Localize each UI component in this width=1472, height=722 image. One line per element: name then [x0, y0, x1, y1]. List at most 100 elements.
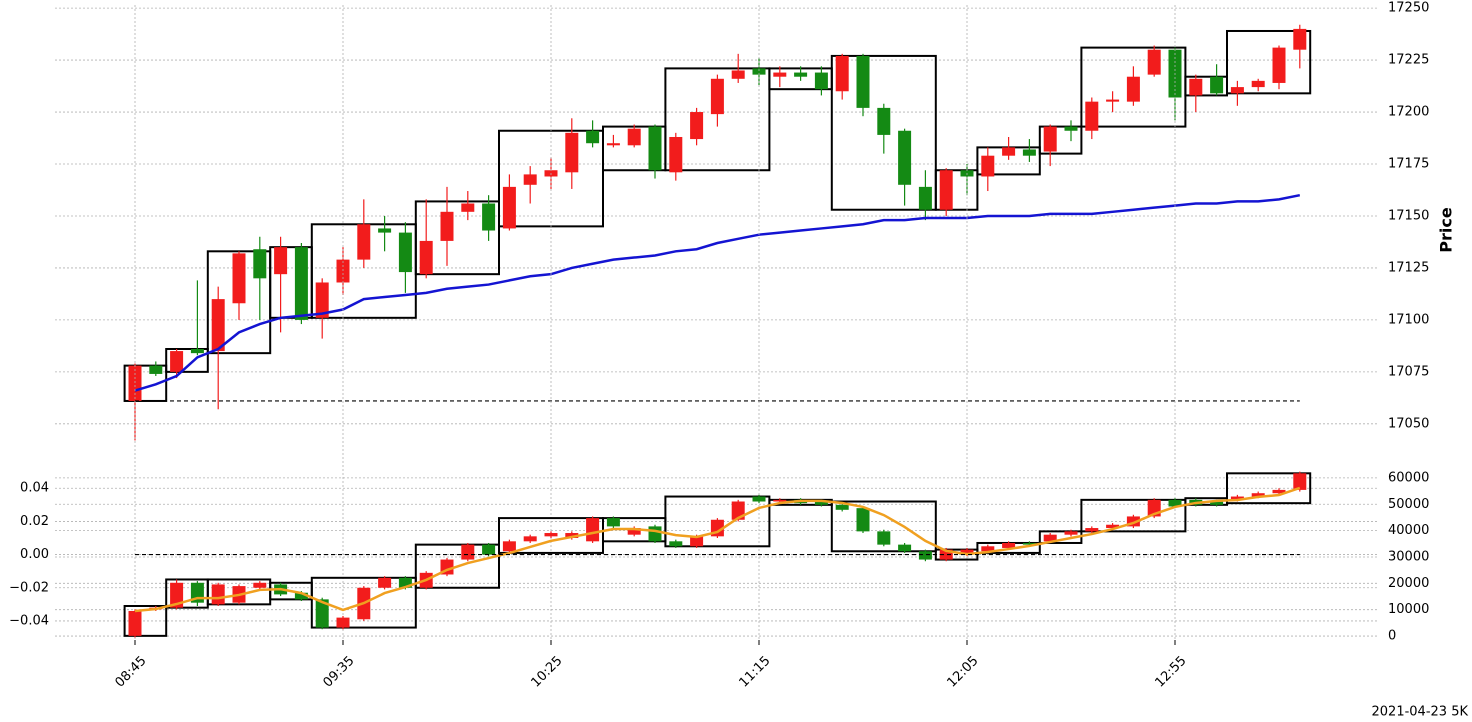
candle-body: [835, 55, 849, 92]
candle-body: [1210, 501, 1224, 505]
candle-body: [336, 259, 350, 283]
candle-body: [149, 365, 163, 374]
candle-body: [1126, 76, 1140, 102]
candle-body: [586, 130, 600, 144]
candle-body: [565, 533, 579, 538]
y2-tick-label: 0: [1388, 629, 1396, 644]
candle-body: [1064, 531, 1078, 535]
candle-body: [773, 72, 787, 77]
candle-body: [981, 155, 995, 177]
candle-body: [1251, 80, 1265, 88]
box: [414, 543, 500, 589]
candle-body: [856, 55, 870, 108]
candle-body: [565, 132, 579, 173]
y-tick-label: 17225: [1388, 53, 1429, 68]
box: [934, 169, 979, 211]
candle-body: [440, 211, 454, 241]
candle-body: [170, 582, 184, 608]
candle-body: [523, 174, 537, 185]
candle-body: [461, 203, 475, 212]
y-tick-label: 17100: [1388, 312, 1429, 327]
y-tick-label: 0.04: [20, 481, 49, 496]
candle-body: [1043, 126, 1057, 152]
box: [664, 67, 771, 172]
candle-body: [523, 536, 537, 542]
y-tick-label: −0.04: [9, 613, 49, 628]
x-tick-label: 09:35: [320, 653, 357, 690]
candle-body: [606, 518, 620, 527]
y-tick-label: 17050: [1388, 416, 1429, 431]
candle-body: [710, 78, 724, 115]
box: [1226, 472, 1312, 505]
y-tick-label: 17125: [1388, 260, 1429, 275]
candle-body: [1272, 489, 1286, 494]
candle-body: [939, 549, 953, 560]
box: [830, 54, 937, 211]
candle-body: [211, 584, 225, 605]
y2-tick-label: 20000: [1388, 576, 1429, 591]
candle-body: [1002, 147, 1016, 156]
y-tick-label: −0.02: [9, 580, 49, 595]
candle-body: [1022, 149, 1036, 156]
line-series: [134, 486, 1301, 613]
box: [830, 500, 937, 553]
candle-body: [315, 282, 329, 318]
candle-body: [1064, 126, 1078, 131]
candle-body: [773, 499, 787, 502]
candle-body: [648, 526, 662, 542]
candle-body: [814, 501, 828, 505]
box: [414, 200, 500, 276]
candle-body: [419, 240, 433, 275]
candle-body: [398, 577, 412, 588]
candle-body: [1293, 28, 1307, 50]
y2-tick-label: 50000: [1388, 497, 1429, 512]
candle-body: [128, 610, 142, 636]
y-axis-label: Price: [1437, 207, 1456, 253]
candle-body: [502, 186, 516, 229]
candle-body: [1272, 47, 1286, 83]
candle-body: [918, 551, 932, 560]
x-tick-label: 12:55: [1152, 653, 1189, 690]
candle-body: [232, 253, 246, 304]
box: [1080, 498, 1187, 533]
candle-body: [1168, 499, 1182, 507]
candle-body: [544, 533, 558, 537]
candle-body: [294, 247, 308, 320]
footnote: 2021-04-23 5K: [1372, 705, 1469, 720]
candle-body: [814, 72, 828, 90]
candle-body: [128, 365, 142, 401]
box: [664, 495, 771, 548]
candle-body: [1189, 78, 1203, 96]
candle-body: [1106, 524, 1120, 529]
candle-body: [898, 544, 912, 552]
candle-body: [898, 130, 912, 185]
y-tick-label: 17075: [1388, 364, 1429, 379]
candle-body: [274, 247, 288, 275]
candle-body: [336, 617, 350, 628]
candle-body: [1043, 534, 1057, 542]
candle-body: [190, 348, 204, 354]
candle-body: [960, 549, 974, 555]
candle-body: [856, 508, 870, 532]
candle-body: [1022, 542, 1036, 545]
candle-body: [1002, 542, 1016, 548]
candle-body: [627, 528, 641, 535]
candle-body: [877, 107, 891, 135]
candle-body: [378, 228, 392, 233]
y-tick-label: 0.02: [20, 514, 49, 529]
candle-body: [398, 232, 412, 273]
candle-body: [918, 186, 932, 210]
candle-body: [1293, 473, 1307, 490]
candle-body: [1210, 76, 1224, 94]
box: [310, 576, 417, 629]
candle-body: [502, 541, 516, 552]
candle-body: [357, 224, 371, 260]
candle-body: [669, 136, 683, 173]
candle-body: [752, 496, 766, 502]
x-tick-label: 10:25: [528, 653, 565, 690]
y-tick-label: 17150: [1388, 208, 1429, 223]
candle-body: [627, 128, 641, 146]
box: [1226, 29, 1312, 95]
candle-body: [1085, 101, 1099, 131]
